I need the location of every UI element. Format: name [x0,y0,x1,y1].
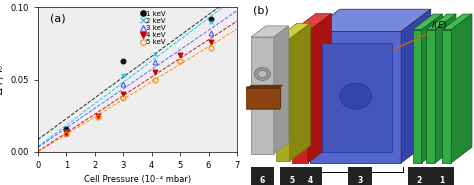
FancyBboxPatch shape [244,87,281,109]
Text: 1: 1 [439,176,445,185]
Polygon shape [276,39,290,161]
Text: 4: 4 [308,176,313,185]
X-axis label: Cell Pressure (10⁻⁴ mbar): Cell Pressure (10⁻⁴ mbar) [84,175,191,184]
Polygon shape [251,37,274,154]
Text: (b): (b) [253,6,269,16]
Circle shape [258,70,267,78]
Text: 5: 5 [290,176,294,185]
Text: 6: 6 [260,176,265,185]
Circle shape [340,83,372,109]
Polygon shape [442,30,451,163]
Polygon shape [251,26,289,37]
Polygon shape [442,14,472,30]
Polygon shape [412,14,442,30]
Polygon shape [274,26,289,154]
Polygon shape [276,23,310,39]
Polygon shape [426,14,456,30]
Polygon shape [451,14,472,163]
Polygon shape [435,14,456,163]
Legend: 1 keV, 2 keV, 3 keV, 4 keV, 5 keV: 1 keV, 2 keV, 3 keV, 4 keV, 5 keV [141,11,166,45]
Polygon shape [290,23,310,161]
Polygon shape [292,31,308,163]
Text: $I(E)$: $I(E)$ [431,19,447,31]
Polygon shape [246,85,283,89]
Polygon shape [426,30,435,163]
Text: 3: 3 [357,176,363,185]
Polygon shape [292,14,332,31]
Text: (a): (a) [50,13,65,23]
Polygon shape [321,43,392,152]
Polygon shape [310,9,431,31]
Text: 2: 2 [417,176,422,185]
Polygon shape [310,31,401,163]
Polygon shape [401,9,431,163]
Polygon shape [422,14,442,163]
Y-axis label: Δ I / I₀: Δ I / I₀ [0,65,5,94]
Polygon shape [308,14,332,163]
Circle shape [255,68,270,80]
Polygon shape [412,30,422,163]
